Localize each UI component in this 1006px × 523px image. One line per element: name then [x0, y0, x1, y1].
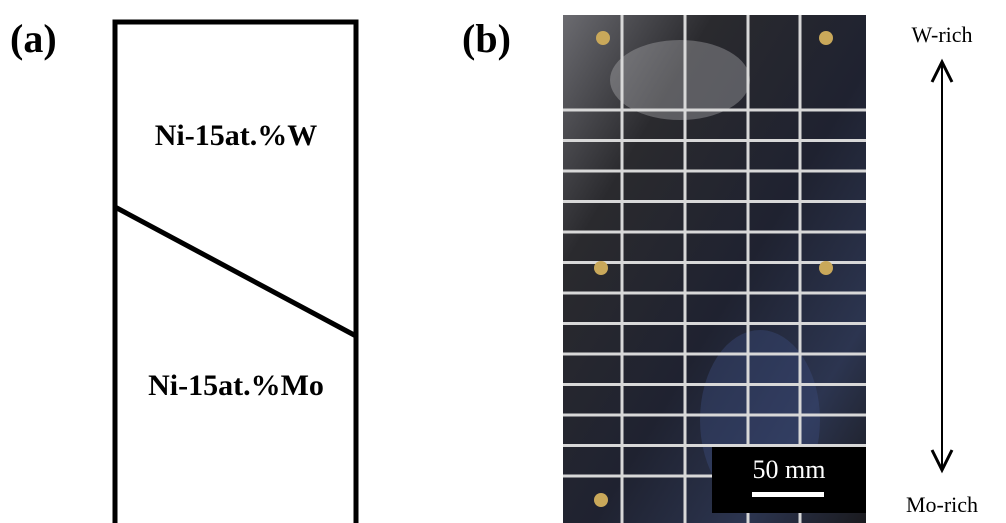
- hole: [819, 31, 833, 45]
- gradient-label: W-rich: [911, 22, 972, 47]
- hole: [819, 261, 833, 275]
- hole: [594, 493, 608, 507]
- hole: [596, 31, 610, 45]
- page: (a) Ni-15at.%W Ni-15at.%Mo (b) 50 mm W-r…: [0, 0, 1006, 523]
- photo: [563, 15, 866, 523]
- boundary-line: [115, 207, 356, 336]
- hole: [594, 261, 608, 275]
- scale-bar: [752, 492, 824, 497]
- panel-label: (b): [462, 16, 511, 61]
- scale-bar-label: 50 mm: [753, 455, 826, 484]
- panel-label: (a): [10, 16, 57, 61]
- region-label: Ni-15at.%Mo: [148, 369, 324, 402]
- reflection: [610, 40, 750, 120]
- gradient-label: Mo-rich: [906, 492, 978, 517]
- region-label: Ni-15at.%W: [155, 119, 317, 152]
- figure: (a) Ni-15at.%W Ni-15at.%Mo (b) 50 mm W-r…: [0, 0, 1006, 523]
